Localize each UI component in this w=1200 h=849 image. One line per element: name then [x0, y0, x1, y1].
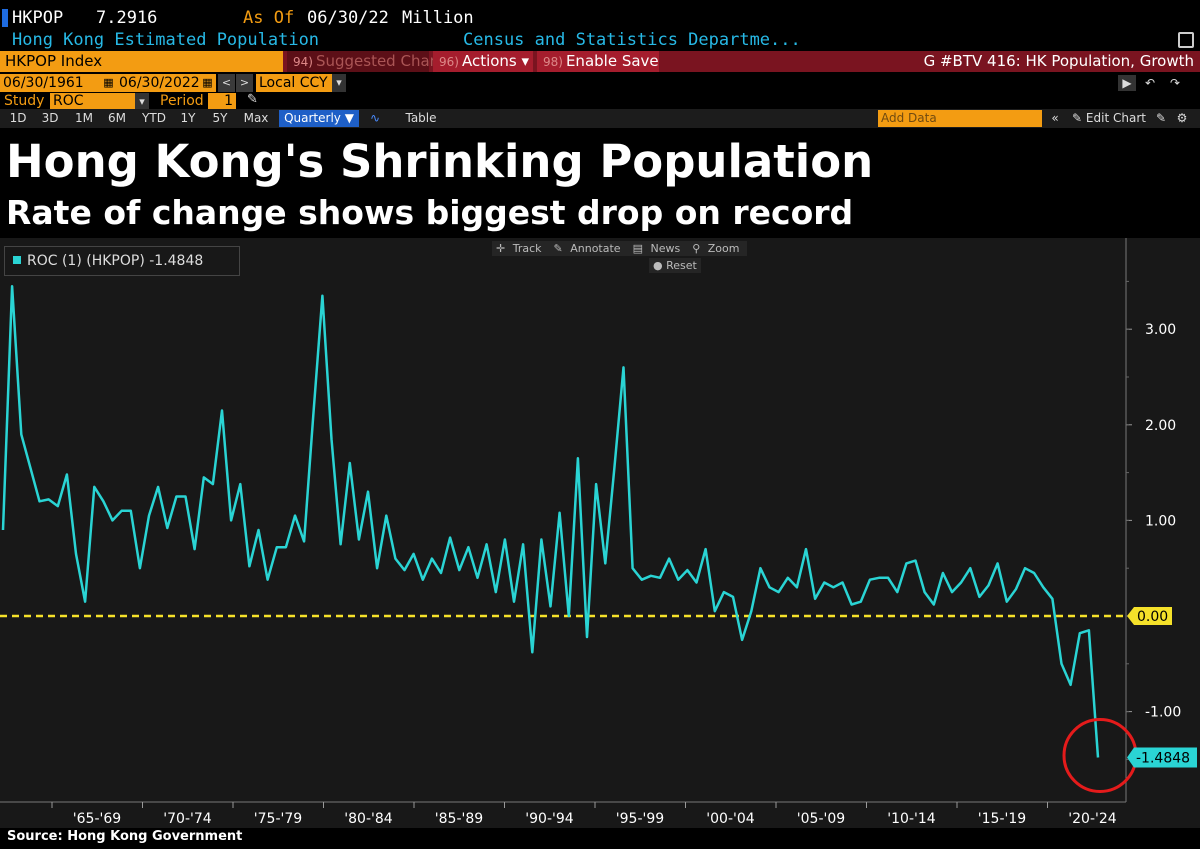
zero-value-box: [1127, 607, 1172, 625]
reset-button[interactable]: ● Reset: [649, 258, 701, 273]
x-tick-label: '05-'09: [797, 811, 845, 827]
range-ytd[interactable]: YTD: [142, 111, 166, 125]
study-field[interactable]: ROC: [50, 93, 135, 110]
unit-label: Million: [402, 8, 474, 28]
ticker-field[interactable]: HKPOP Index: [0, 51, 283, 72]
chart-title: Hong Kong's Shrinking Population: [6, 135, 874, 188]
end-calendar-icon[interactable]: ▦: [199, 74, 216, 92]
zoom-tool[interactable]: ⚲ Zoom: [692, 242, 740, 255]
x-tick-label: '00-'04: [706, 811, 754, 827]
prev-period-icon[interactable]: <: [218, 74, 235, 92]
news-tool[interactable]: ▤ News: [632, 242, 681, 255]
last-value-box: [1127, 747, 1197, 768]
source-organization: Census and Statistics Departme...: [463, 30, 801, 50]
series-line-roc: [1, 284, 1100, 758]
last-value-label: -1.4848: [1136, 750, 1190, 766]
as-of-label: As Of: [243, 8, 295, 28]
as-of-date: 06/30/22: [307, 8, 389, 28]
roc-chart[interactable]: 3.00 2.00 1.00 -1.00 '65-'69 '70-'74 '75-'79 '8…: [0, 238, 1200, 828]
edit-chart-button[interactable]: ✎ Edit Chart: [1072, 111, 1146, 125]
security-description-row: Hong Kong Estimated Population Census an…: [0, 29, 1200, 51]
period-label: Period: [160, 93, 204, 109]
currency-dropdown-icon[interactable]: ▾: [332, 74, 346, 92]
settings-icon[interactable]: ⚙: [1176, 111, 1188, 125]
redo-icon[interactable]: ↷: [1169, 76, 1181, 90]
play-icon[interactable]: ▶: [1118, 75, 1136, 91]
range-toolbar: 1D 3D 1M 6M YTD 1Y 5Y Max Quarterly ▼ ∿ …: [0, 109, 1200, 128]
date-controls: 06/30/1961 ▦ - 06/30/2022 ▦ < > Local CC…: [0, 73, 1200, 93]
highlight-circle: [1062, 717, 1138, 793]
range-1m[interactable]: 1M: [75, 111, 93, 125]
y-tick-label: 2.00: [1145, 418, 1176, 434]
end-date-field[interactable]: 06/30/2022: [116, 74, 200, 92]
period-field[interactable]: 1: [208, 93, 236, 110]
edit-icon[interactable]: ✎: [1155, 111, 1167, 125]
command-bar: HKPOP Index 94) Suggested Charts 96) Actio…: [0, 51, 1200, 72]
frequency-select[interactable]: Quarterly ▼: [279, 110, 359, 127]
legend-label: ROC (1) (HKPOP) -1.4848: [27, 253, 204, 269]
x-tick-label: '85-'89: [435, 811, 483, 827]
x-tick-label: '95-'99: [616, 811, 664, 827]
study-label: Study: [4, 93, 45, 109]
security-marker: [2, 9, 8, 27]
x-tick-label: '65-'69: [73, 811, 121, 827]
plot-area[interactable]: 3.00 2.00 1.00 -1.00 '65-'69 '70-'74 '75-'79 '8…: [0, 238, 1200, 828]
x-tick-label: '70-'74: [163, 811, 211, 827]
start-date-field[interactable]: 06/30/1961: [0, 74, 100, 92]
y-tick-label: 1.00: [1145, 513, 1176, 529]
x-tick-label: '10-'14: [887, 811, 935, 827]
track-tool[interactable]: ✛ Track: [496, 242, 542, 255]
range-max[interactable]: Max: [243, 111, 269, 125]
window-icon[interactable]: [1178, 32, 1194, 48]
source-note: Source: Hong Kong Government: [7, 829, 243, 844]
range-3d[interactable]: 3D: [41, 111, 59, 125]
chart-subtitle: Rate of change shows biggest drop on rec…: [6, 193, 854, 232]
chart-tools: ✛ Track ✎ Annotate ▤ News ⚲ Zoom: [492, 241, 748, 256]
x-tick-label: '15-'19: [978, 811, 1026, 827]
collapse-icon[interactable]: «: [1051, 111, 1059, 125]
range-5y[interactable]: 5Y: [212, 111, 228, 125]
x-tick-label: '80-'84: [344, 811, 392, 827]
pencil-icon[interactable]: ✎: [247, 92, 258, 107]
x-tick-label: '90-'94: [525, 811, 573, 827]
actions-menu[interactable]: 96) Actions ▾: [433, 51, 533, 72]
x-tick-label: '75-'79: [254, 811, 302, 827]
y-tick-label: 3.00: [1145, 322, 1176, 338]
x-tick-label: '20-'24: [1068, 811, 1116, 827]
security-description: Hong Kong Estimated Population: [12, 30, 320, 50]
suggested-charts-button[interactable]: 94) Suggested Charts: [287, 51, 450, 72]
legend[interactable]: ROC (1) (HKPOP) -1.4848: [4, 246, 240, 276]
enable-save-button[interactable]: 98) Enable Save: [537, 51, 659, 72]
study-dropdown-icon[interactable]: ▾: [135, 93, 149, 110]
graph-title: G #BTV 416: HK Population, Growth: [923, 52, 1194, 70]
legend-swatch: [13, 256, 21, 264]
add-data-input[interactable]: Add Data: [878, 110, 1042, 127]
start-calendar-icon[interactable]: ▦: [100, 74, 117, 92]
range-1d[interactable]: 1D: [9, 111, 27, 125]
table-button[interactable]: Table: [405, 111, 437, 125]
currency-select[interactable]: Local CCY: [256, 74, 346, 92]
next-period-icon[interactable]: >: [236, 74, 253, 92]
last-value: 7.2916: [96, 8, 158, 28]
study-controls: Study ROC ▾ Period 1 ✎: [0, 92, 1200, 111]
line-chart-icon[interactable]: ∿: [369, 111, 381, 125]
ticker-symbol[interactable]: HKPOP: [12, 8, 64, 28]
y-tick-label: -1.00: [1145, 705, 1181, 721]
undo-icon[interactable]: ↶: [1144, 76, 1156, 90]
range-6m[interactable]: 6M: [108, 111, 126, 125]
zero-value-label: 0.00: [1137, 609, 1168, 625]
annotate-tool[interactable]: ✎ Annotate: [553, 242, 621, 255]
security-header: HKPOP 7.2916 As Of 06/30/22 Million: [0, 6, 1200, 30]
range-1y[interactable]: 1Y: [180, 111, 196, 125]
